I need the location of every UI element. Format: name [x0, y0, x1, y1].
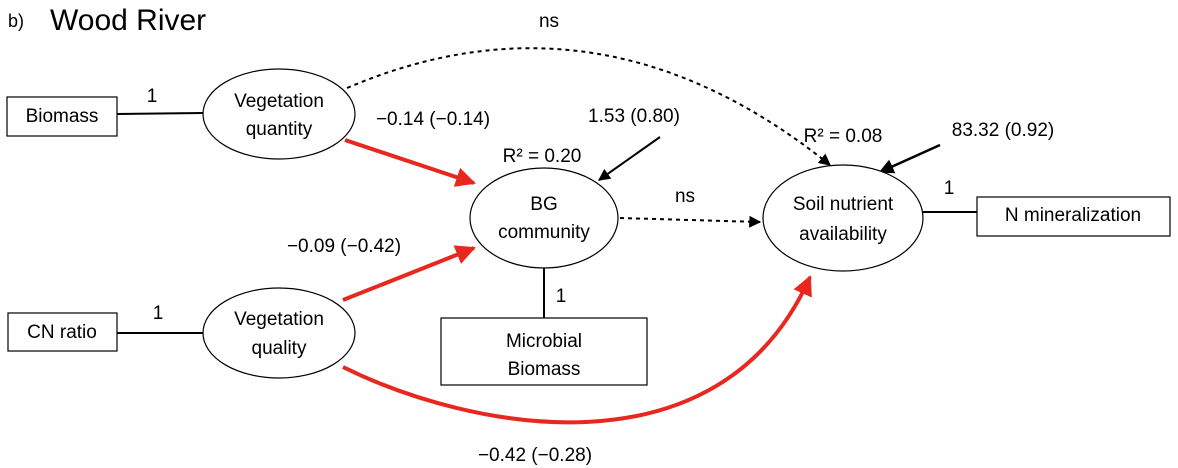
latent-node [762, 164, 924, 272]
indicator-box [976, 196, 1171, 237]
panel-label: b) [8, 11, 24, 31]
node-label: quantity [246, 119, 313, 140]
error-arrow [598, 136, 661, 181]
edge-label: −0.14 (−0.14) [376, 109, 490, 130]
indicator-box [7, 312, 118, 352]
node-label: quality [252, 338, 307, 359]
edge [342, 245, 476, 302]
node-label: Microbial [506, 331, 582, 352]
edge-label: −0.09 (−0.42) [287, 236, 401, 257]
error-label: 83.32 (0.92) [952, 120, 1054, 141]
edge-label: 1 [153, 303, 164, 324]
node-label: Biomass [508, 359, 581, 380]
edge [619, 215, 762, 228]
error-label: 1.53 (0.80) [588, 106, 680, 127]
node-label: community [498, 222, 590, 243]
node-label: Vegetation [234, 91, 324, 112]
latent-node [469, 167, 619, 269]
edge [346, 47, 831, 166]
edge-label: ns [539, 11, 559, 32]
edge-label: ns [675, 186, 695, 207]
r-squared: R² = 0.08 [804, 126, 883, 147]
edge [342, 275, 812, 425]
node-label: CN ratio [27, 322, 97, 343]
error-arrow [878, 143, 941, 174]
node-label: BG [530, 194, 557, 215]
latent-node [202, 287, 356, 379]
node-label: Soil nutrient [793, 194, 894, 215]
indicator-box [440, 317, 648, 386]
node-label: Vegetation [234, 309, 324, 330]
edge-label: −0.42 (−0.28) [478, 445, 592, 466]
edge [116, 112, 204, 115]
node-label: N mineralization [1005, 205, 1141, 226]
r-squared: R² = 0.20 [503, 146, 582, 167]
indicator-box [6, 96, 118, 137]
title: Wood River [50, 4, 206, 37]
edge-label: 1 [556, 286, 567, 307]
node-label: availability [799, 224, 887, 245]
edge-label: 1 [147, 86, 158, 107]
latent-node [202, 68, 356, 160]
node-label: Biomass [26, 106, 99, 127]
edge [344, 138, 476, 187]
edge-label: 1 [944, 178, 955, 199]
